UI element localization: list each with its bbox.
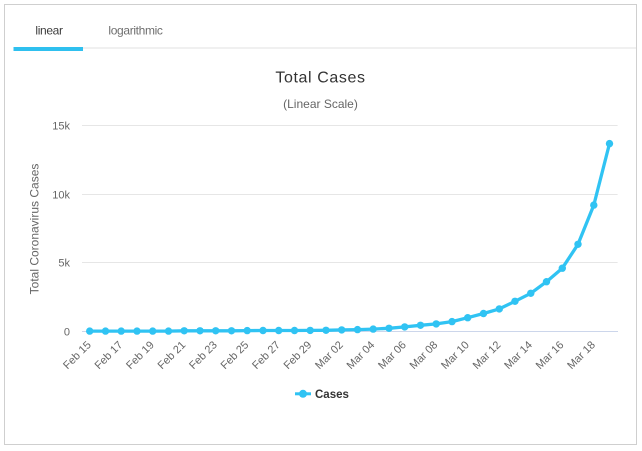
- svg-text:(Linear Scale): (Linear Scale): [283, 97, 358, 111]
- svg-text:Mar 08: Mar 08: [408, 339, 441, 372]
- svg-text:Mar 14: Mar 14: [502, 339, 535, 372]
- svg-text:Feb 23: Feb 23: [187, 339, 220, 372]
- svg-text:Mar 04: Mar 04: [345, 339, 378, 372]
- svg-text:5k: 5k: [58, 258, 70, 270]
- svg-text:Feb 15: Feb 15: [61, 339, 94, 372]
- svg-text:Mar 16: Mar 16: [534, 339, 567, 372]
- svg-text:Feb 27: Feb 27: [250, 339, 283, 372]
- svg-text:Mar 18: Mar 18: [565, 339, 598, 372]
- svg-text:linear: linear: [35, 24, 63, 38]
- svg-text:15k: 15k: [52, 121, 70, 133]
- svg-text:Mar 12: Mar 12: [471, 339, 504, 372]
- svg-text:logarithmic: logarithmic: [108, 24, 163, 38]
- svg-text:Feb 29: Feb 29: [282, 339, 315, 372]
- svg-text:Total Coronavirus Cases: Total Coronavirus Cases: [28, 164, 42, 295]
- svg-text:Mar 06: Mar 06: [376, 339, 409, 372]
- svg-text:Cases: Cases: [315, 389, 349, 401]
- svg-text:Feb 19: Feb 19: [124, 339, 157, 372]
- svg-text:Mar 10: Mar 10: [439, 339, 472, 372]
- svg-text:Feb 25: Feb 25: [219, 339, 252, 372]
- svg-text:10k: 10k: [52, 190, 70, 202]
- svg-text:Feb 21: Feb 21: [156, 339, 189, 372]
- svg-text:Total Cases: Total Cases: [275, 70, 365, 87]
- svg-text:0: 0: [64, 327, 70, 339]
- svg-text:Feb 17: Feb 17: [93, 339, 126, 372]
- svg-text:Mar 02: Mar 02: [313, 339, 346, 372]
